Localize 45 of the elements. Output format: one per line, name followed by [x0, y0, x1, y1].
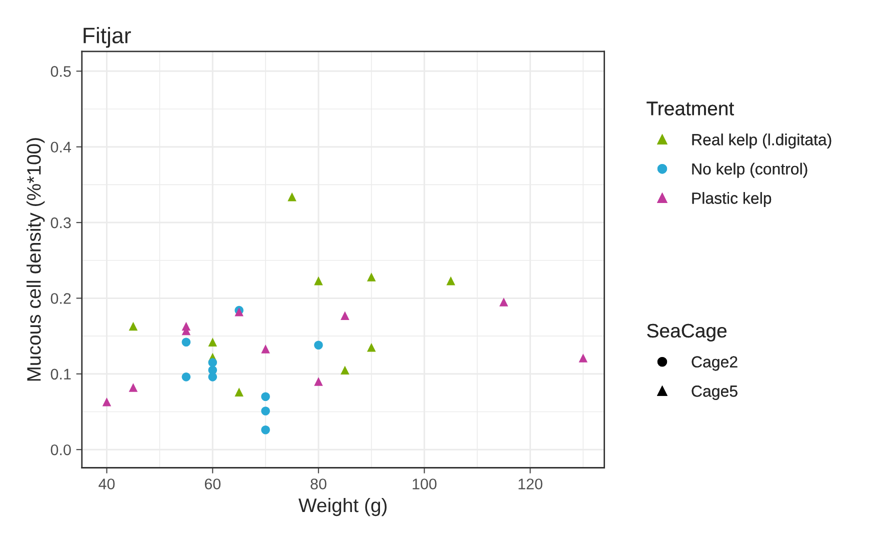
point — [208, 358, 218, 367]
point — [128, 383, 138, 392]
legend-label: Real kelp (l.digitata) — [692, 134, 832, 148]
y-tick-label: 0.2 — [50, 293, 71, 304]
legend-label: No kelp (control) — [692, 162, 808, 178]
y-tick-label: 0.5 — [50, 66, 71, 77]
point — [499, 298, 508, 306]
point — [340, 366, 350, 375]
point — [314, 340, 323, 350]
point — [261, 406, 270, 416]
x-axis-title: Weight (g) — [298, 498, 387, 516]
point — [182, 338, 191, 347]
y-tick-label: 0.1 — [50, 368, 71, 380]
point — [367, 272, 376, 282]
point — [261, 426, 270, 434]
point — [314, 276, 323, 286]
x-tick-label: 80 — [310, 478, 326, 490]
point — [578, 354, 588, 362]
text: SeaCage — [647, 324, 726, 342]
point — [208, 338, 218, 347]
legend-label: Cage2 — [692, 356, 738, 371]
point — [314, 377, 323, 386]
y-tick-label: 0.4 — [50, 142, 72, 153]
point — [261, 344, 270, 354]
point — [128, 322, 138, 331]
legend-label: Plastic kelp — [692, 192, 772, 208]
y-tick-label: 0.0 — [50, 444, 71, 456]
point — [234, 388, 244, 396]
chart-title: Fitjar — [84, 27, 131, 48]
point — [182, 372, 191, 382]
text: Treatment — [646, 102, 734, 116]
legend-label: Cage5 — [692, 386, 738, 400]
y-tick-label: 0.3 — [50, 217, 71, 228]
point — [288, 192, 296, 202]
y-axis-title: Mucous cell density (%*100) — [26, 138, 45, 381]
x-tick-label: 60 — [204, 478, 221, 490]
point — [208, 372, 218, 382]
point — [367, 343, 376, 352]
point — [446, 276, 456, 286]
x-tick-label: 100 — [412, 478, 436, 490]
point — [261, 392, 270, 401]
point — [340, 311, 350, 320]
point — [102, 398, 112, 406]
x-tick-label: 120 — [518, 478, 542, 490]
x-tick-label: 40 — [98, 478, 115, 490]
